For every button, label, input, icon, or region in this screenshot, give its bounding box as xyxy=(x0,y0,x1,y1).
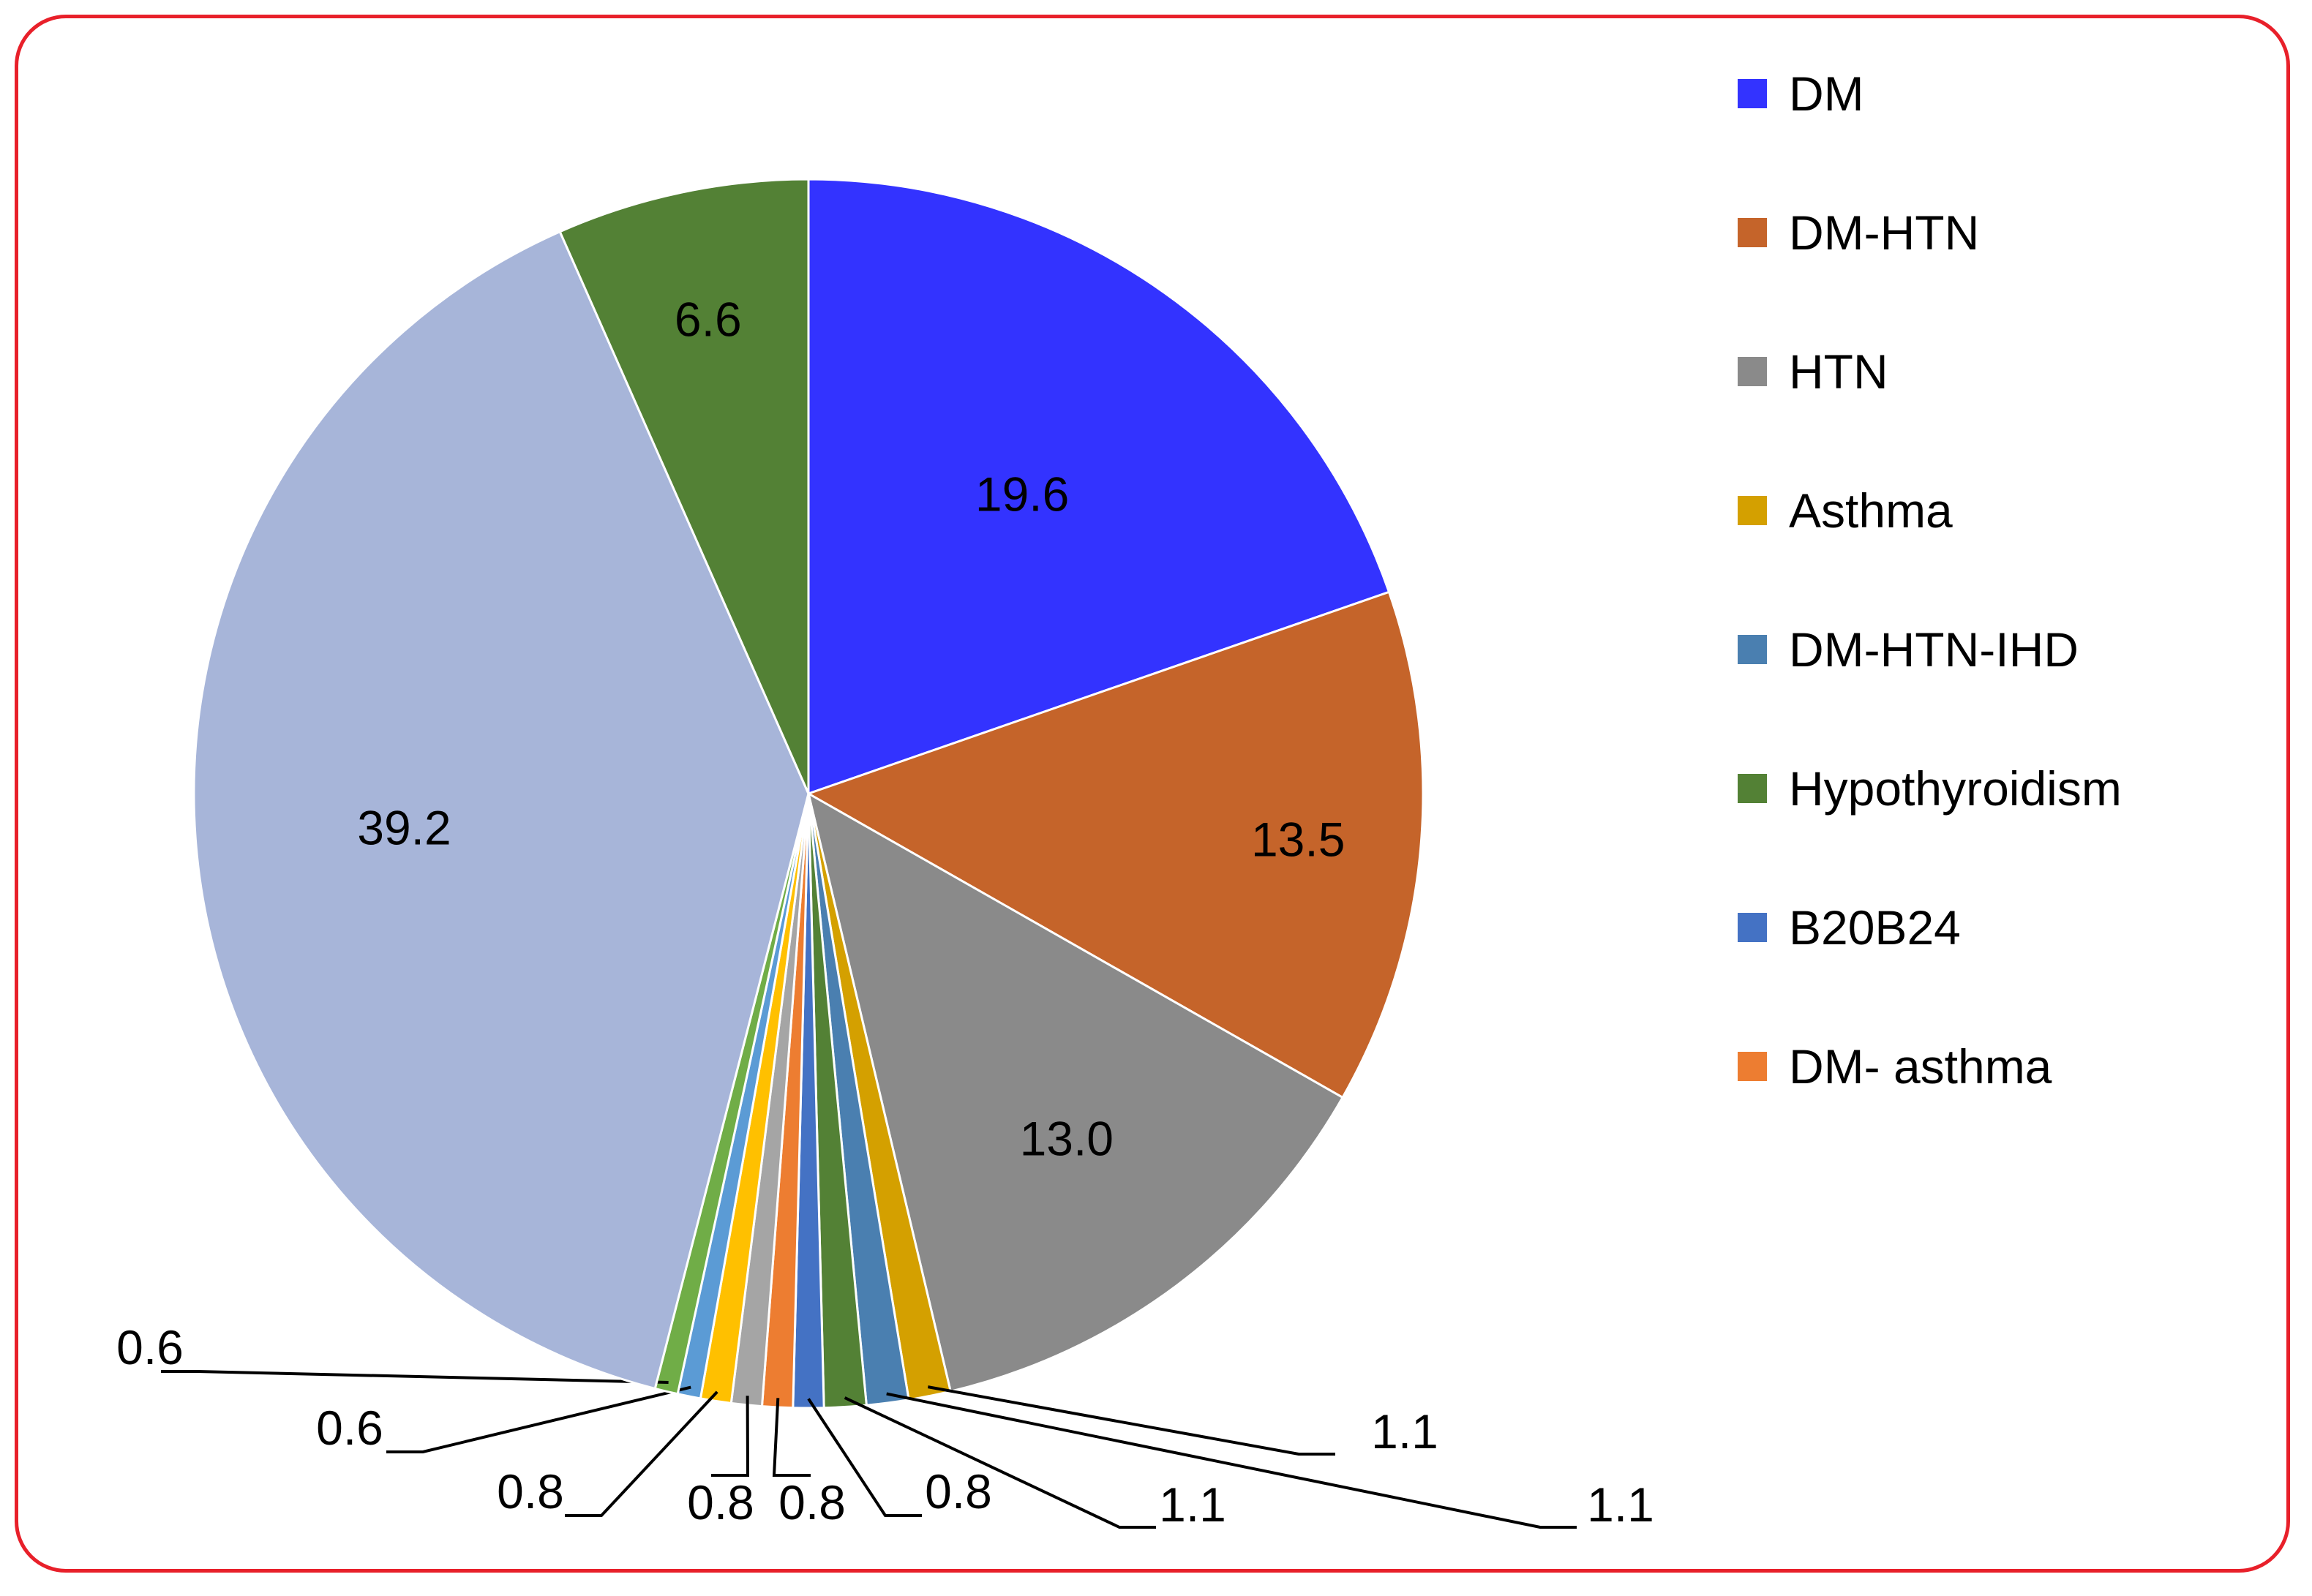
data-label-12: 39.2 xyxy=(357,800,451,854)
legend-label-dm-htn: DM-HTN xyxy=(1789,206,1980,260)
data-label-4: 1.1 xyxy=(1587,1478,1654,1532)
pie-slice-1 xyxy=(806,590,1425,1099)
data-label-2: 13.0 xyxy=(1020,1111,1114,1165)
legend-swatch-dm-htn-ihd xyxy=(1738,635,1767,664)
leader-line-4 xyxy=(886,1392,1577,1529)
pie-slice-0 xyxy=(807,178,1391,796)
legend-swatch-b20b24 xyxy=(1738,913,1767,942)
legend-label-hypothyroidism: Hypothyroidism xyxy=(1789,761,2122,816)
leader-line-6 xyxy=(807,1398,922,1517)
pie-slice-12 xyxy=(192,230,810,1390)
leader-line-9 xyxy=(565,1390,718,1517)
data-label-5: 1.1 xyxy=(1159,1478,1226,1532)
data-label-11: 0.6 xyxy=(116,1320,184,1374)
pie-slice-13 xyxy=(558,178,810,794)
legend-swatch-asthma xyxy=(1738,496,1767,525)
legend-label-dm-asthma: DM- asthma xyxy=(1789,1039,2052,1094)
data-label-3: 1.1 xyxy=(1371,1404,1438,1458)
legend-swatch-dm xyxy=(1738,79,1767,108)
legend-label-htn: HTN xyxy=(1789,345,1888,399)
legend-label-dm-htn-ihd: DM-HTN-IHD xyxy=(1789,622,2079,677)
legend-label-dm: DM xyxy=(1789,67,1864,121)
legend-swatch-htn xyxy=(1738,357,1767,386)
leader-line-8 xyxy=(711,1396,750,1477)
leader-line-10 xyxy=(386,1385,691,1453)
pie-slice-2 xyxy=(806,791,1345,1393)
data-label-9: 0.8 xyxy=(497,1464,564,1518)
leader-line-5 xyxy=(844,1396,1156,1529)
legend-swatch-dm-htn xyxy=(1738,218,1767,247)
legend-swatch-dm-asthma xyxy=(1738,1052,1767,1081)
data-label-13: 6.6 xyxy=(675,293,742,347)
legend-swatch-hypothyroidism xyxy=(1738,774,1767,803)
leader-line-3 xyxy=(927,1385,1335,1456)
leader-line-7 xyxy=(772,1398,811,1477)
data-label-10: 0.6 xyxy=(316,1401,383,1455)
data-label-0: 19.6 xyxy=(975,467,1069,521)
legend-label-asthma: Asthma xyxy=(1789,483,1953,538)
leader-line-11 xyxy=(161,1370,669,1384)
data-label-7: 0.8 xyxy=(778,1475,846,1529)
data-label-1: 13.5 xyxy=(1251,812,1345,866)
legend-label-b20b24: B20B24 xyxy=(1789,900,1961,955)
data-label-6: 0.8 xyxy=(925,1464,992,1518)
data-label-8: 0.8 xyxy=(687,1475,754,1529)
